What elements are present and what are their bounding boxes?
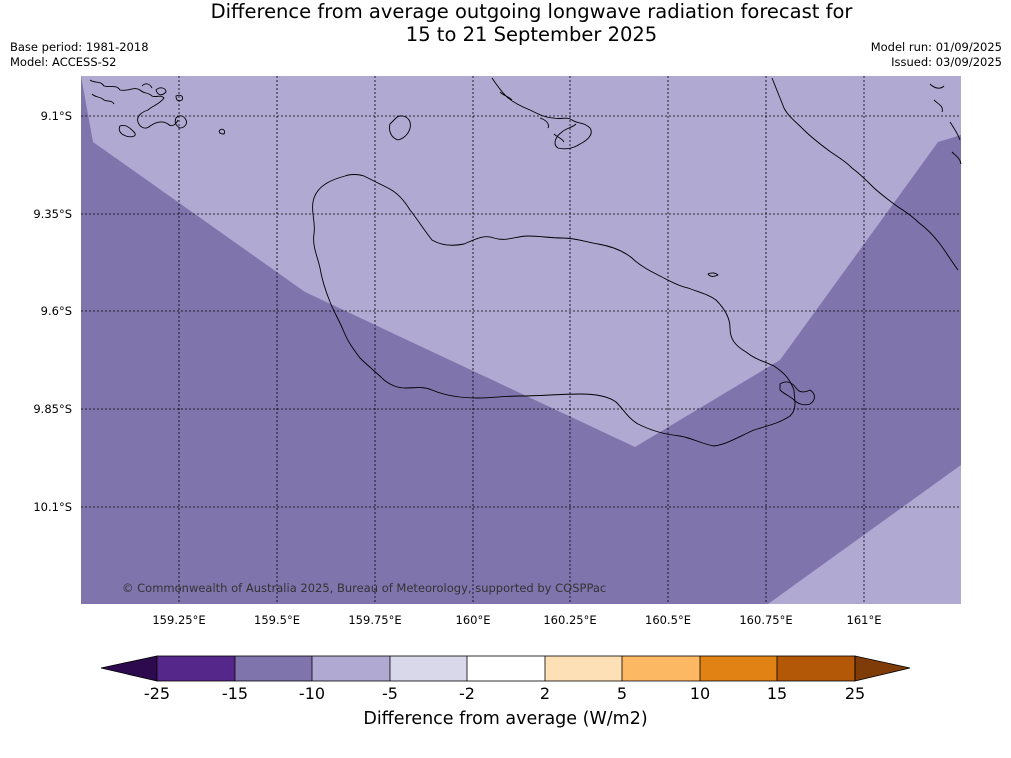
meta-left: Base period: 1981-2018 Model: ACCESS-S2 [10,40,149,70]
colorbar-tick: 5 [616,684,628,703]
colorbar-swatch-2 [235,656,312,681]
colorbar-title: Difference from average (W/m2) [363,709,648,729]
colorbar-tick: 2 [539,684,551,703]
colorbar-swatch-8 [700,656,777,681]
base-period: Base period: 1981-2018 [10,40,149,54]
colorbar-swatch-4 [390,656,467,681]
lon-label-160-25: 160.25°E [543,613,597,627]
coastline [89,77,962,447]
anomaly-band-light [81,76,961,447]
colorbar-tick: -15 [221,684,249,703]
colorbar-tick: 10 [689,684,711,703]
colorbar [100,655,911,682]
lat-label-10-1: 10.1°S [33,500,72,514]
colorbar-tick: -10 [298,684,326,703]
colorbar-swatch-1 [157,656,235,681]
lon-label-160-75: 160.75°E [739,613,793,627]
meta-right: Model run: 01/09/2025 Issued: 03/09/2025 [871,40,1002,70]
colorbar-tick: -25 [143,684,171,703]
anomaly-band-light-corner [768,465,961,604]
lon-label-159-75: 159.75°E [348,613,402,627]
lat-label-9-35: 9.35°S [33,207,72,221]
guadalcanal-coast [312,174,796,447]
colorbar-extend-low [100,655,158,682]
colorbar-swatch-9 [777,656,855,681]
colorbar-swatch-5 [467,656,545,681]
map-title: Difference from average outgoing longwav… [0,0,1011,46]
issued-date: Issued: 03/09/2025 [891,55,1002,69]
graticule [81,76,961,604]
lon-label-161: 161°E [846,613,882,627]
lon-label-159-5: 159.5°E [254,613,300,627]
colorbar-tick: 25 [844,684,866,703]
lat-label-9-85: 9.85°S [33,402,72,416]
model-run: Model run: 01/09/2025 [870,40,1002,54]
colorbar-swatch-6 [545,656,622,681]
title-line-2: 15 to 21 September 2025 [405,23,658,46]
colorbar-extend-high [854,655,911,682]
lat-label-9-6: 9.6°S [40,304,72,318]
lon-label-160-5: 160.5°E [645,613,691,627]
colorbar-swatch-3 [312,656,390,681]
model-name: Model: ACCESS-S2 [10,55,117,69]
copyright-text: © Commonwealth of Australia 2025, Bureau… [122,581,606,595]
colorbar-swatch-7 [622,656,700,681]
colorbar-tick: 15 [766,684,788,703]
title-line-1: Difference from average outgoing longwav… [210,0,853,23]
lon-label-159-25: 159.25°E [152,613,206,627]
colorbar-tick: -5 [382,684,398,703]
colorbar-tick: -2 [459,684,475,703]
lon-label-160: 160°E [455,613,491,627]
lat-label-9-1: 9.1°S [40,109,72,123]
